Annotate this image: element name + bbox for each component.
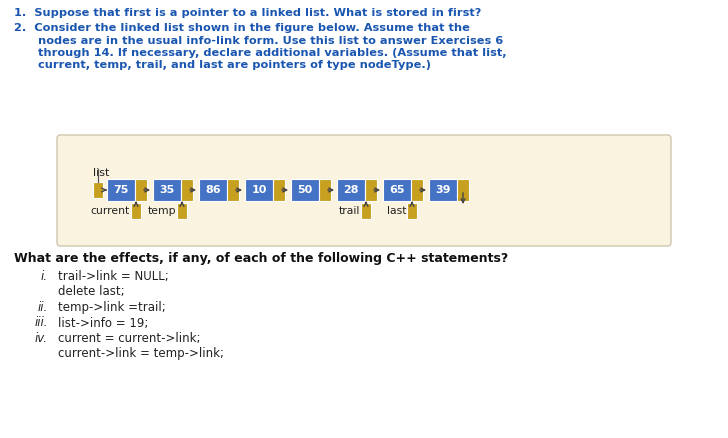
Text: 75: 75 [114, 185, 129, 195]
Bar [93, 182, 103, 198]
Bar [429, 179, 457, 201]
Text: list->info = 19;: list->info = 19; [58, 317, 149, 329]
Bar [319, 179, 331, 201]
Text: iv.: iv. [35, 332, 48, 345]
Text: 50: 50 [297, 185, 312, 195]
Text: through 14. If necessary, declare additional variables. (Assume that list,: through 14. If necessary, declare additi… [14, 48, 507, 58]
Text: current->link = temp->link;: current->link = temp->link; [58, 347, 224, 360]
Text: trail: trail [339, 206, 360, 216]
Text: ii.: ii. [38, 301, 48, 314]
Text: 65: 65 [389, 185, 405, 195]
Bar [273, 179, 285, 201]
Bar [245, 179, 273, 201]
Text: trail->link = NULL;: trail->link = NULL; [58, 270, 169, 283]
Text: 28: 28 [343, 185, 359, 195]
Text: current: current [91, 206, 130, 216]
Text: delete last;: delete last; [58, 286, 124, 299]
FancyBboxPatch shape [57, 135, 671, 246]
Bar [365, 179, 377, 201]
Bar [131, 203, 141, 219]
Bar [337, 179, 365, 201]
Bar [135, 179, 147, 201]
Text: current = current->link;: current = current->link; [58, 332, 200, 345]
Text: i.: i. [41, 270, 48, 283]
Text: 35: 35 [159, 185, 175, 195]
Bar [199, 179, 227, 201]
Bar [383, 179, 411, 201]
Text: iii.: iii. [34, 317, 48, 329]
Bar [411, 179, 423, 201]
Bar [153, 179, 181, 201]
Text: 86: 86 [205, 185, 221, 195]
Bar [457, 179, 469, 201]
Bar [361, 203, 371, 219]
Bar [107, 179, 135, 201]
Text: 1.  Suppose that first is a pointer to a linked list. What is stored in first?: 1. Suppose that first is a pointer to a … [14, 8, 481, 18]
Bar [291, 179, 319, 201]
Text: 39: 39 [435, 185, 451, 195]
Text: nodes are in the usual info-link form. Use this list to answer Exercises 6: nodes are in the usual info-link form. U… [14, 35, 503, 46]
Text: temp->link =trail;: temp->link =trail; [58, 301, 166, 314]
Bar [407, 203, 417, 219]
Bar [177, 203, 187, 219]
Bar [181, 179, 193, 201]
Text: 10: 10 [251, 185, 266, 195]
Text: list: list [93, 168, 109, 178]
Bar [227, 179, 239, 201]
Text: current, temp, trail, and last are pointers of type nodeType.): current, temp, trail, and last are point… [14, 60, 431, 71]
Text: What are the effects, if any, of each of the following C++ statements?: What are the effects, if any, of each of… [14, 252, 508, 265]
Text: 2.  Consider the linked list shown in the figure below. Assume that the: 2. Consider the linked list shown in the… [14, 23, 470, 33]
Text: temp: temp [147, 206, 176, 216]
Text: last: last [387, 206, 406, 216]
